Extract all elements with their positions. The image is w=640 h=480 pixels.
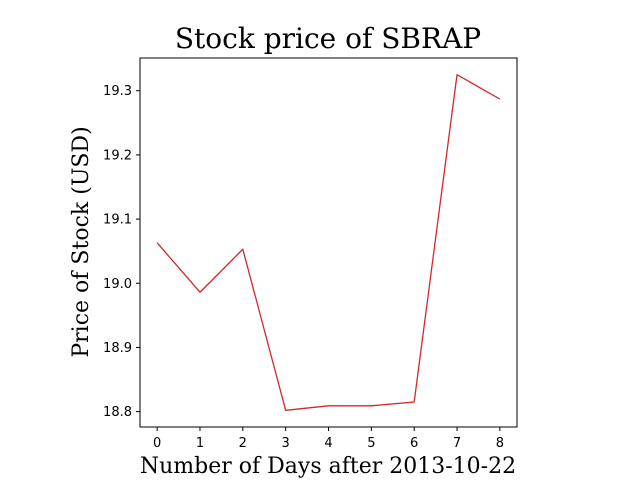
x-tick-label: 7 (453, 436, 461, 451)
x-tick-label: 5 (367, 436, 375, 451)
y-tick-label: 19.2 (103, 148, 132, 163)
x-tick-label: 1 (196, 436, 204, 451)
x-tick-label: 4 (324, 436, 332, 451)
y-axis-label: Price of Stock (USD) (69, 126, 94, 357)
x-tick-label: 0 (153, 436, 161, 451)
x-axis: 0 1 2 3 4 5 6 7 8 (153, 427, 504, 451)
series-line (156, 74, 501, 411)
x-tick-label: 8 (496, 436, 504, 451)
y-tick-label: 19.1 (103, 213, 132, 228)
y-tick-label: 19.0 (103, 277, 132, 292)
y-tick-label: 19.3 (103, 84, 132, 99)
y-axis: 18.8 18.9 19.0 19.1 19.2 19.3 (103, 84, 140, 420)
x-axis-label: Number of Days after 2013-10-22 (140, 454, 516, 479)
x-tick-label: 3 (282, 436, 290, 451)
series-layer (156, 74, 501, 411)
y-tick-label: 18.9 (103, 341, 132, 356)
x-tick-label: 2 (239, 436, 247, 451)
x-tick-label: 6 (410, 436, 418, 451)
y-tick-label: 18.8 (103, 405, 132, 420)
chart-title: Stock price of SBRAP (175, 22, 481, 55)
plot-frame (139, 57, 518, 428)
